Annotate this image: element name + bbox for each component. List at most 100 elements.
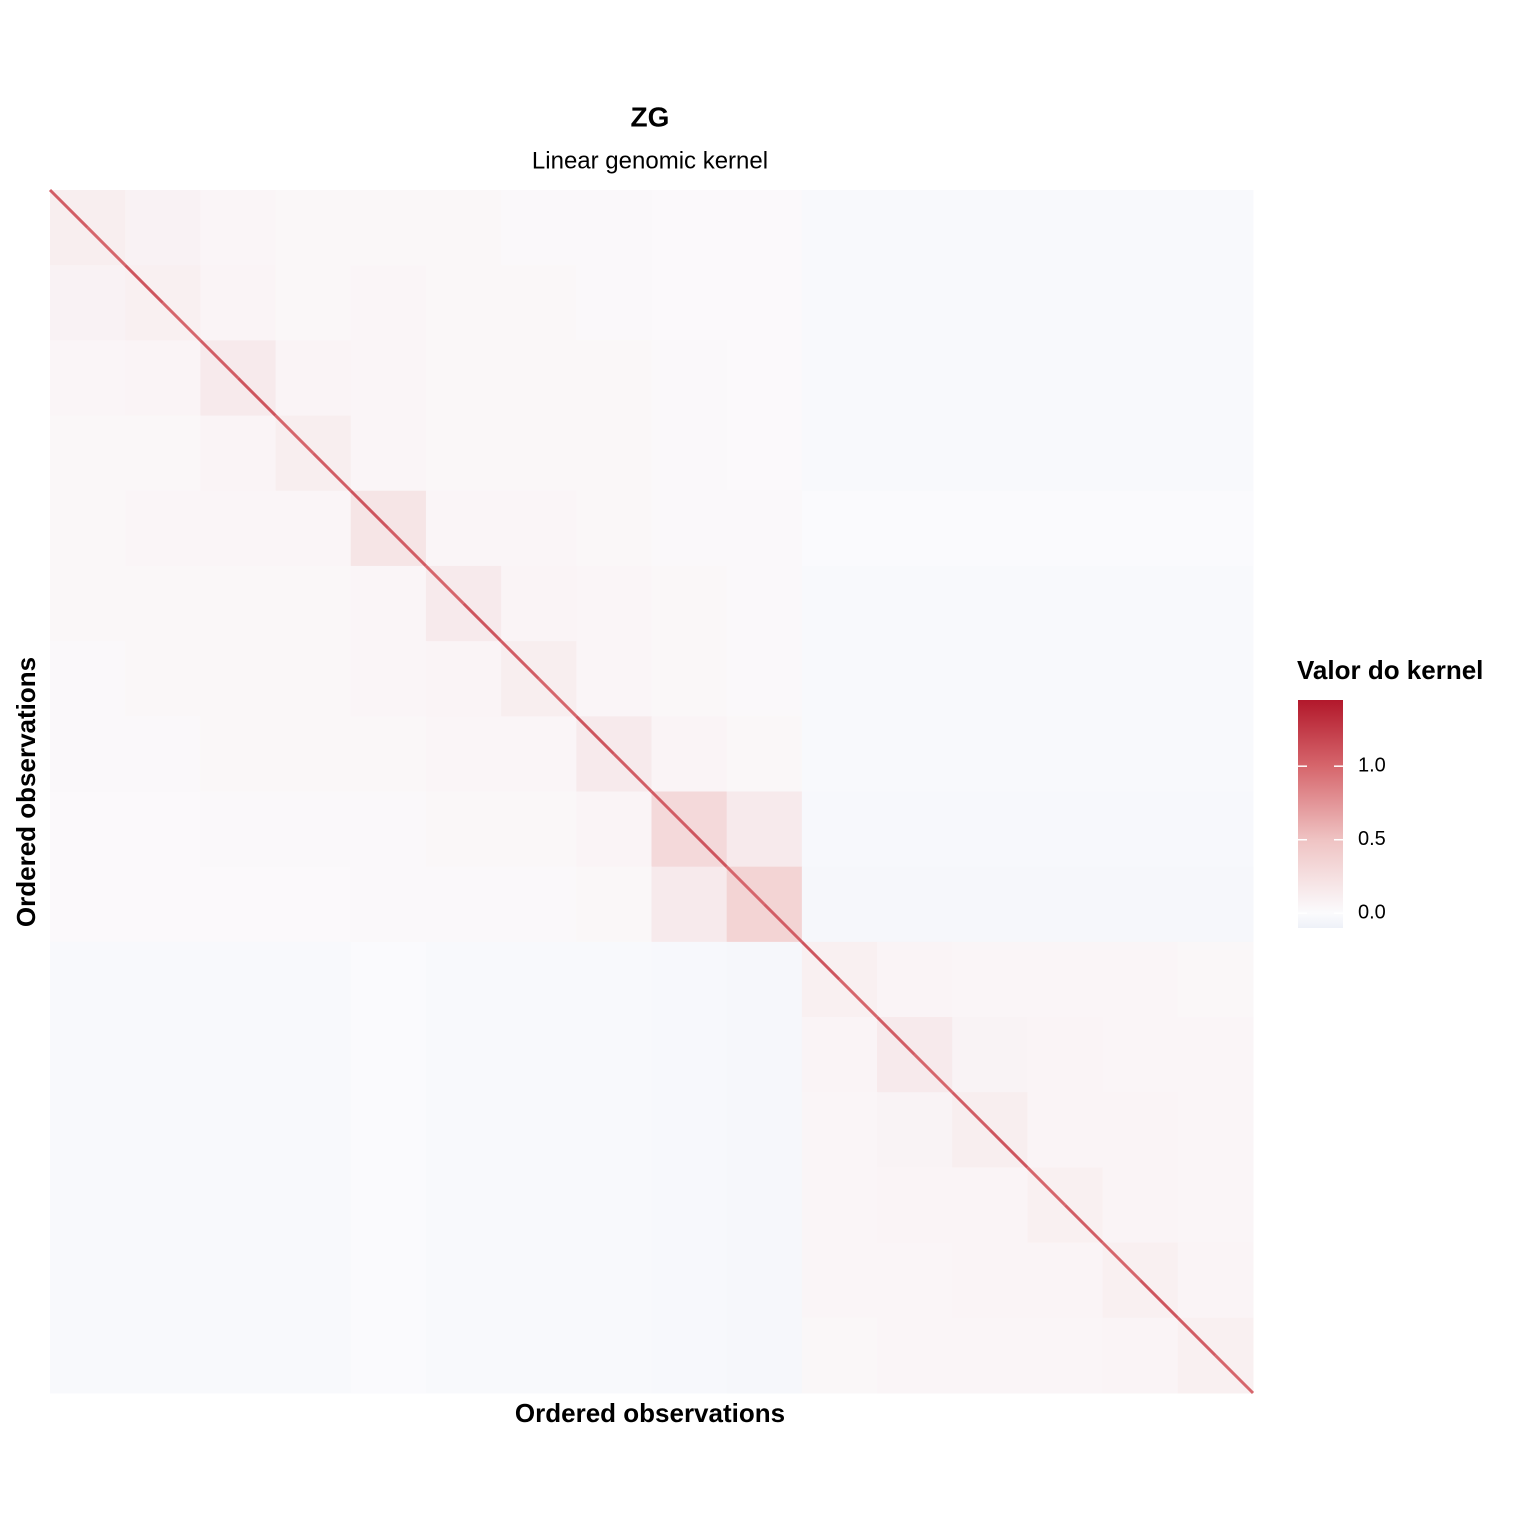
heatmap-cell	[350, 340, 427, 417]
heatmap-cell	[576, 565, 652, 642]
heatmap-cell	[350, 1167, 427, 1244]
heatmap-cell	[801, 1092, 878, 1168]
heatmap-cell	[200, 641, 277, 717]
heatmap-cell	[877, 1242, 953, 1319]
heatmap-cell	[651, 1317, 728, 1394]
heatmap-cell	[1177, 490, 1254, 567]
heatmap-cell	[125, 941, 201, 1018]
heatmap-cell	[651, 1092, 728, 1168]
diagonal-segment	[1139, 1279, 1179, 1319]
heatmap-cell	[576, 791, 652, 868]
heatmap-cell	[877, 866, 953, 943]
heatmap-cell	[50, 415, 126, 492]
heatmap-cell	[125, 716, 201, 792]
heatmap-cell	[651, 1017, 728, 1093]
heatmap-cell	[726, 1092, 803, 1168]
heatmap-cell	[801, 1017, 878, 1093]
diagonal-segment	[876, 1016, 916, 1056]
heatmap-cell	[200, 565, 277, 642]
heatmap-cell	[275, 866, 352, 943]
heatmap-cell	[1177, 1242, 1254, 1319]
heatmap-cell	[801, 716, 878, 792]
heatmap-cell	[125, 866, 201, 943]
heatmap-cell	[726, 791, 803, 868]
heatmap-cell	[952, 791, 1028, 868]
heatmap	[48, 188, 1255, 1395]
heatmap-cell	[801, 340, 878, 417]
heatmap-cell	[1177, 866, 1254, 943]
heatmap-cell	[501, 490, 577, 567]
heatmap-cell	[501, 791, 577, 868]
heatmap-cell	[501, 716, 577, 792]
heatmap-cell	[275, 1317, 352, 1394]
heatmap-cell	[50, 641, 126, 717]
heatmap-cell	[801, 1242, 878, 1319]
diagonal-segment	[1101, 1241, 1142, 1282]
heatmap-cell	[952, 565, 1028, 642]
heatmap-cell	[877, 941, 953, 1018]
heatmap-cell	[125, 190, 201, 266]
heatmap-cell	[501, 340, 577, 417]
heatmap-cell	[801, 1167, 878, 1244]
heatmap-cell	[952, 340, 1028, 417]
diagonal-segment	[86, 226, 127, 267]
chart-subtitle: Linear genomic kernel	[532, 147, 768, 174]
heatmap-cell	[1027, 340, 1104, 417]
heatmap-cell	[1177, 716, 1254, 792]
heatmap-cell	[877, 265, 953, 341]
heatmap-cell	[125, 1167, 201, 1244]
heatmap-cell	[726, 490, 803, 567]
heatmap-cell	[350, 641, 427, 717]
diagonal-segment	[1063, 1203, 1104, 1244]
heatmap-cell	[952, 415, 1028, 492]
heatmap-cell	[200, 1242, 277, 1319]
heatmap-cell	[425, 340, 502, 417]
x-axis-label: Ordered observations	[515, 1398, 785, 1428]
heatmap-cell	[200, 490, 277, 567]
heatmap-cell	[425, 1167, 502, 1244]
heatmap-cell	[1027, 1017, 1104, 1093]
heatmap-cell	[275, 941, 352, 1018]
heatmap-cell	[1177, 415, 1254, 492]
heatmap-cell	[501, 415, 577, 492]
heatmap-cell	[125, 565, 201, 642]
heatmap-cell	[1177, 941, 1254, 1018]
heatmap-cell	[651, 415, 728, 492]
heatmap-cell	[501, 866, 577, 943]
heatmap-cell	[425, 941, 502, 1018]
diagonal-segment	[1026, 1166, 1067, 1207]
colorbar-tick-label: 0.5	[1358, 828, 1386, 850]
heatmap-cell	[1027, 415, 1104, 492]
heatmap-cell	[350, 265, 427, 341]
heatmap-cell	[952, 190, 1028, 266]
heatmap-cell	[200, 716, 277, 792]
heatmap-cell	[576, 941, 652, 1018]
heatmap-cell	[350, 791, 427, 868]
heatmap-cell	[425, 641, 502, 717]
heatmap-cell	[50, 941, 126, 1018]
heatmap-cell	[576, 1017, 652, 1093]
heatmap-cell	[125, 340, 201, 417]
heatmap-cell	[1102, 415, 1179, 492]
heatmap-cell	[952, 1017, 1028, 1093]
heatmap-cell	[50, 1167, 126, 1244]
heatmap-cell	[651, 1167, 728, 1244]
heatmap-cell	[576, 190, 652, 266]
heatmap-cell	[350, 1242, 427, 1319]
heatmap-cell	[952, 641, 1028, 717]
colorbar	[1298, 700, 1343, 928]
heatmap-cell	[1027, 565, 1104, 642]
heatmap-cell	[651, 866, 728, 943]
diagonal-segment	[500, 640, 540, 680]
diagonal-segment	[688, 828, 728, 868]
heatmap-cell	[425, 791, 502, 868]
heatmap-cell	[952, 941, 1028, 1018]
heatmap-cell	[877, 190, 953, 266]
heatmap-cell	[275, 1092, 352, 1168]
diagonal-segment	[462, 602, 503, 643]
heatmap-cell	[801, 866, 878, 943]
diagonal-segment	[800, 940, 841, 981]
diagonal-segment	[1214, 1354, 1255, 1395]
heatmap-cell	[1027, 1242, 1104, 1319]
heatmap-cell	[200, 265, 277, 341]
